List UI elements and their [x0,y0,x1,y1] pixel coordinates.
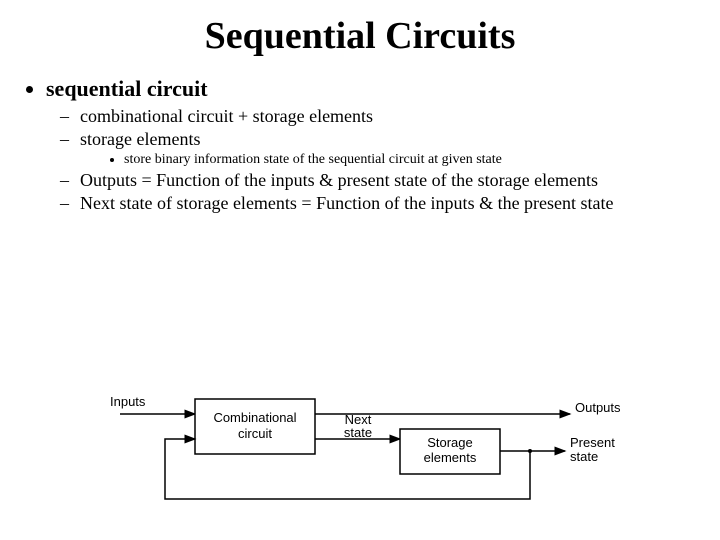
slide-title: Sequential Circuits [0,14,720,58]
block-diagram: Inputs Combinational circuit Outputs Nex… [110,384,630,524]
bullet-l2c: Outputs = Function of the inputs & prese… [60,170,720,191]
inputs-label: Inputs [110,394,146,409]
bullet-l1: sequential circuit combinational circuit… [46,76,720,214]
slide: Sequential Circuits sequential circuit c… [0,14,720,540]
storage-label-1: Storage [427,435,473,450]
bullet-l1-text: sequential circuit [46,76,208,101]
presentstate-label-1: Present [570,435,615,450]
bullet-l2b: storage elements store binary informatio… [60,129,720,168]
bullet-l2d: Next state of storage elements = Functio… [60,193,720,214]
presentstate-label-2: state [570,449,598,464]
nextstate-label-2: state [344,425,372,440]
bullet-list: sequential circuit combinational circuit… [28,76,720,214]
bullet-l3-list: store binary information state of the se… [110,152,720,168]
bullet-l3a: store binary information state of the se… [124,152,720,168]
bullet-l2b-text: storage elements [80,129,200,149]
comb-label-2: circuit [238,426,272,441]
comb-label-1: Combinational [213,410,296,425]
bullet-l2a: combinational circuit + storage elements [60,106,720,127]
bullet-l2-list: combinational circuit + storage elements… [60,106,720,214]
storage-label-2: elements [424,450,477,465]
outputs-label: Outputs [575,400,621,415]
